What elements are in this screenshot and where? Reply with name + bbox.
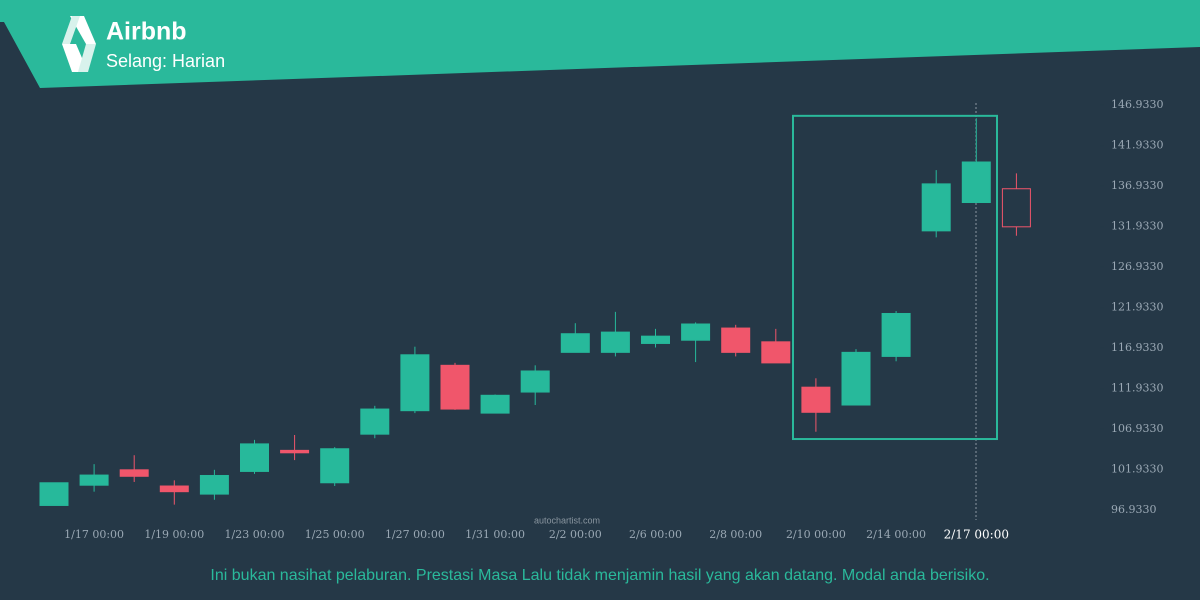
candle-body: [641, 335, 670, 344]
candle-body: [159, 485, 189, 493]
candle-body: [961, 161, 991, 204]
candle-body: [440, 364, 470, 410]
candle-body: [79, 474, 109, 486]
x-tick-label: 1/23 00:00: [225, 528, 285, 541]
candle-body: [600, 331, 630, 353]
x-tick-label: 1/19 00:00: [144, 528, 204, 541]
candle-body: [1001, 188, 1031, 228]
candle-body: [320, 448, 350, 484]
y-tick-label: 136.9330: [1111, 179, 1164, 192]
candle-body: [721, 327, 751, 353]
x-tick-label: 2/6 00:00: [629, 528, 682, 541]
y-tick-label: 106.9330: [1111, 422, 1164, 435]
candle-body: [400, 354, 430, 412]
y-tick-label: 141.9330: [1111, 139, 1164, 152]
candle-body: [199, 474, 229, 495]
logo-part: [78, 44, 96, 72]
x-tick-label: 2/2 00:00: [549, 528, 602, 541]
pattern-box: [792, 114, 998, 441]
candle-body: [360, 408, 390, 435]
x-tick-label: 1/17 00:00: [64, 528, 124, 541]
watermark: autochartist.com: [534, 515, 600, 525]
disclaimer: Ini bukan nasihat pelaburan. Prestasi Ma…: [210, 567, 989, 584]
candle-body: [240, 443, 269, 472]
x-tick-label: 2/8 00:00: [709, 528, 762, 541]
candle-body: [681, 323, 711, 341]
y-tick-label: 116.9330: [1111, 341, 1164, 354]
x-tick-label: 1/25 00:00: [305, 528, 365, 541]
candle-body: [881, 312, 911, 357]
candle-body: [921, 183, 951, 232]
candle-body: [801, 386, 831, 413]
candle-body: [119, 469, 149, 477]
logo: [62, 16, 96, 72]
y-tick-label: 121.9330: [1111, 301, 1164, 314]
header-band: [0, 0, 1200, 88]
x-tick-label: 2/10 00:00: [786, 528, 846, 541]
y-tick-label: 96.9330: [1111, 503, 1157, 516]
candle-body: [560, 333, 590, 353]
candle-body: [280, 449, 310, 454]
candle-body: [480, 394, 510, 414]
y-tick-label: 111.9330: [1111, 382, 1164, 395]
x-tick-label: 2/17 00:00: [944, 528, 1009, 542]
y-tick-label: 101.9330: [1111, 463, 1164, 476]
y-tick-label: 126.9330: [1111, 260, 1164, 273]
subtitle: Selang: Harian: [106, 51, 225, 71]
candle-body: [841, 351, 871, 406]
candle-body: [520, 370, 550, 393]
candle-body: [761, 341, 791, 364]
logo-part: [62, 16, 80, 44]
y-tick-label: 146.9330: [1111, 98, 1164, 111]
x-tick-label: 2/14 00:00: [866, 528, 926, 541]
x-tick-label: 1/27 00:00: [385, 528, 445, 541]
y-tick-label: 131.9330: [1111, 220, 1164, 233]
title: Airbnb: [106, 18, 187, 46]
candle-body: [39, 482, 69, 506]
x-tick-label: 1/31 00:00: [465, 528, 525, 541]
